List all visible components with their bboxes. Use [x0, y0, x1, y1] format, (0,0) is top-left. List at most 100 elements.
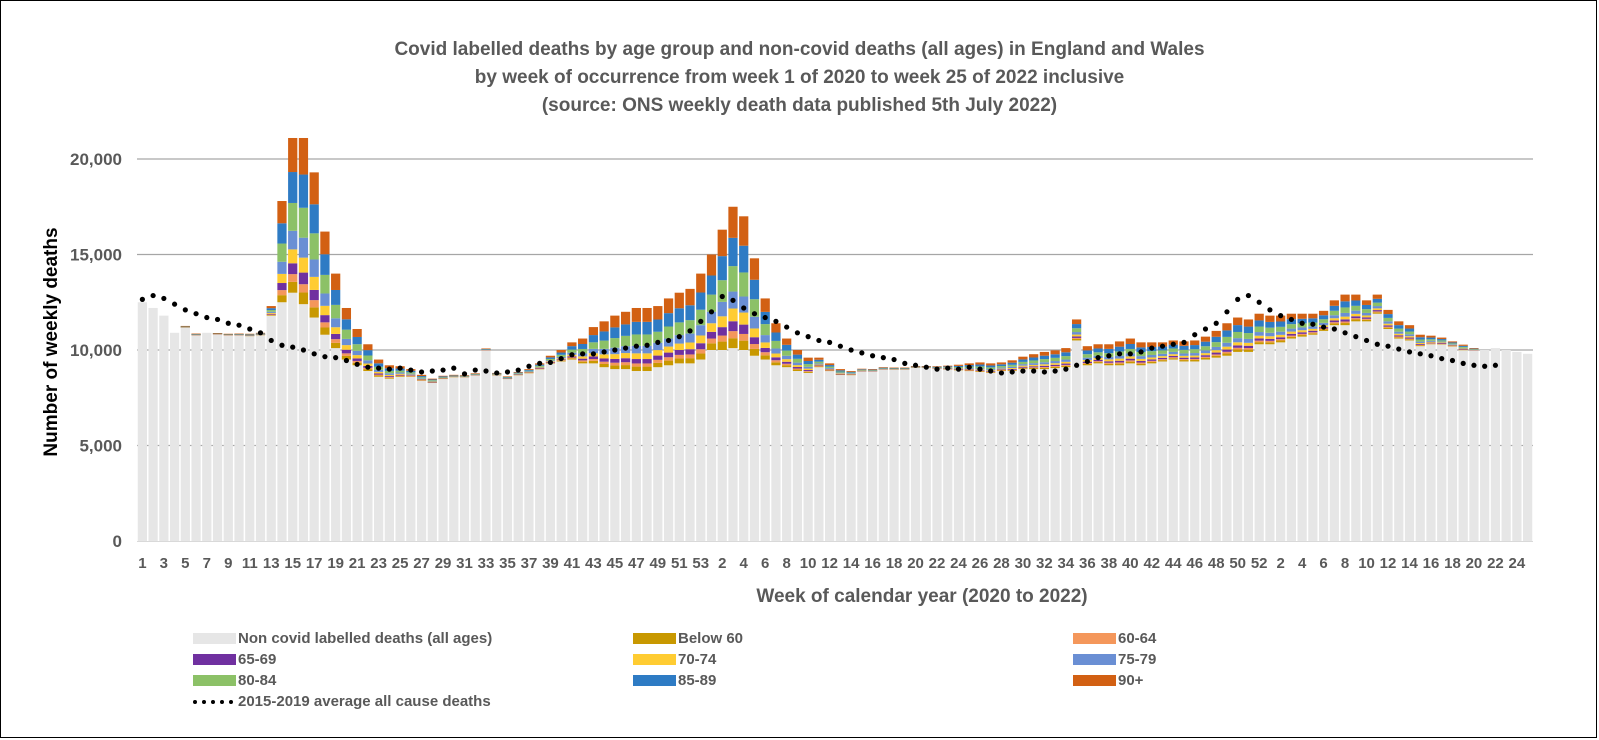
- bar-segment-below-60: [685, 358, 695, 364]
- average-line-point: [1052, 368, 1058, 374]
- average-line-point: [408, 367, 414, 373]
- bar-segment-60-64: [588, 359, 599, 361]
- average-line-point: [1299, 320, 1305, 326]
- average-line-point: [730, 297, 736, 303]
- bar-non-covid: [159, 315, 169, 541]
- bar-segment-85-89: [1114, 346, 1125, 352]
- bar-segment-85-89: [245, 334, 255, 335]
- bar-segment-70-74: [1050, 363, 1060, 365]
- bar-non-covid: [1071, 340, 1082, 541]
- x-tick-label: 44: [1165, 555, 1182, 572]
- bar-non-covid: [320, 334, 330, 541]
- bar-stack: [1061, 348, 1071, 541]
- bar-stack: [320, 231, 330, 541]
- bars: [137, 137, 1533, 541]
- bar-segment-below-60: [739, 340, 749, 350]
- bar-segment-below-60: [1168, 358, 1178, 360]
- bar-segment-75-79: [867, 370, 878, 371]
- bar-non-covid: [1007, 371, 1017, 541]
- bar-segment-60-64: [1340, 321, 1350, 324]
- bar-segment-70-74: [513, 374, 523, 375]
- bar-segment-60-64: [1190, 358, 1200, 360]
- bar-segment-90-: [749, 258, 760, 280]
- bar-segment-90-: [1394, 321, 1404, 326]
- bar-stack: [341, 307, 352, 541]
- bar-segment-70-74: [1437, 342, 1447, 343]
- bar-segment-75-79: [1254, 332, 1264, 336]
- bar-segment-60-64: [1050, 366, 1060, 367]
- bar-segment-80-84: [1147, 351, 1157, 355]
- bar-segment-80-84: [782, 350, 792, 356]
- bar-segment-70-74: [1265, 336, 1275, 339]
- bar-segment-85-89: [867, 369, 878, 371]
- bar-stack: [1050, 350, 1060, 541]
- bar-non-covid: [202, 332, 212, 541]
- bar-segment-80-84: [1125, 348, 1135, 354]
- bar-segment-70-74: [1190, 355, 1200, 358]
- average-line-point: [644, 342, 650, 348]
- bar-segment-70-74: [1351, 313, 1361, 317]
- bar-segment-70-74: [1007, 368, 1017, 369]
- bar-segment-65-69: [1039, 365, 1050, 368]
- bar-segment-70-74: [620, 353, 631, 359]
- x-tick-label: 42: [1143, 555, 1160, 572]
- x-tick-label: 20: [907, 555, 924, 572]
- bar-segment-70-74: [277, 273, 287, 284]
- bar-segment-75-79: [1190, 353, 1200, 356]
- bar-stack: [792, 350, 803, 541]
- bar-segment-75-79: [878, 368, 888, 369]
- bar-non-covid: [148, 307, 158, 541]
- bar-segment-60-64: [1426, 343, 1436, 344]
- bar-segment-75-79: [309, 259, 319, 277]
- bar-segment-80-84: [331, 304, 341, 319]
- bar-non-covid: [298, 304, 309, 541]
- bar-segment-70-74: [578, 356, 588, 359]
- bar-segment-85-89: [599, 331, 609, 341]
- bar-non-covid: [406, 376, 416, 541]
- bar-segment-85-89: [996, 364, 1007, 367]
- bar-segment-90-: [867, 369, 878, 370]
- legend-item: Below 60: [633, 628, 743, 648]
- y-axis-title: Number of weekly deaths: [41, 227, 62, 456]
- bar-segment-80-84: [599, 340, 609, 349]
- bar-stack: [578, 338, 588, 541]
- bar-non-covid: [1276, 342, 1286, 541]
- bar-non-covid: [1480, 350, 1490, 541]
- bar-segment-65-69: [1426, 342, 1436, 344]
- bar-stack: [406, 369, 416, 541]
- average-line-point: [1084, 358, 1090, 365]
- bar-segment-85-89: [438, 376, 448, 378]
- x-tick-label: 53: [692, 555, 709, 572]
- bar-segment-80-84: [1190, 349, 1200, 354]
- bar-segment-60-64: [1458, 349, 1468, 350]
- bar-segment-below-60: [1276, 340, 1286, 343]
- bar-segment-80-84: [1265, 327, 1275, 333]
- bar-segment-below-60: [298, 292, 309, 305]
- average-line-point: [1310, 321, 1316, 327]
- bar-segment-90-: [180, 325, 190, 327]
- chart-title: Covid labelled deaths by age group and n…: [0, 36, 1599, 120]
- bar-segment-80-84: [1276, 326, 1286, 332]
- bar-segment-60-64: [1308, 332, 1318, 334]
- x-tick-label: 9: [224, 555, 232, 572]
- bar-stack: [1276, 315, 1286, 541]
- bar-segment-65-69: [1190, 357, 1200, 359]
- bar-segment-70-74: [728, 308, 738, 322]
- bar-segment-85-89: [470, 373, 480, 375]
- average-line-point: [762, 314, 768, 321]
- bar-stack: [921, 366, 931, 541]
- average-line-point: [429, 368, 435, 374]
- bar-segment-70-74: [384, 374, 394, 377]
- x-tick-label: 24: [950, 555, 967, 572]
- bar-segment-75-79: [706, 311, 717, 324]
- bar-stack: [234, 333, 244, 541]
- average-line-point: [580, 351, 586, 357]
- x-tick-label: 19: [327, 555, 344, 572]
- bar-segment-90-: [1415, 334, 1425, 338]
- bar-stack: [1404, 325, 1415, 541]
- bar-segment-80-84: [1447, 343, 1458, 345]
- bar-segment-65-69: [1007, 368, 1017, 370]
- bar-segment-90-: [556, 350, 566, 353]
- bar-segment-65-69: [620, 358, 631, 363]
- bar-segment-90-: [1147, 342, 1157, 347]
